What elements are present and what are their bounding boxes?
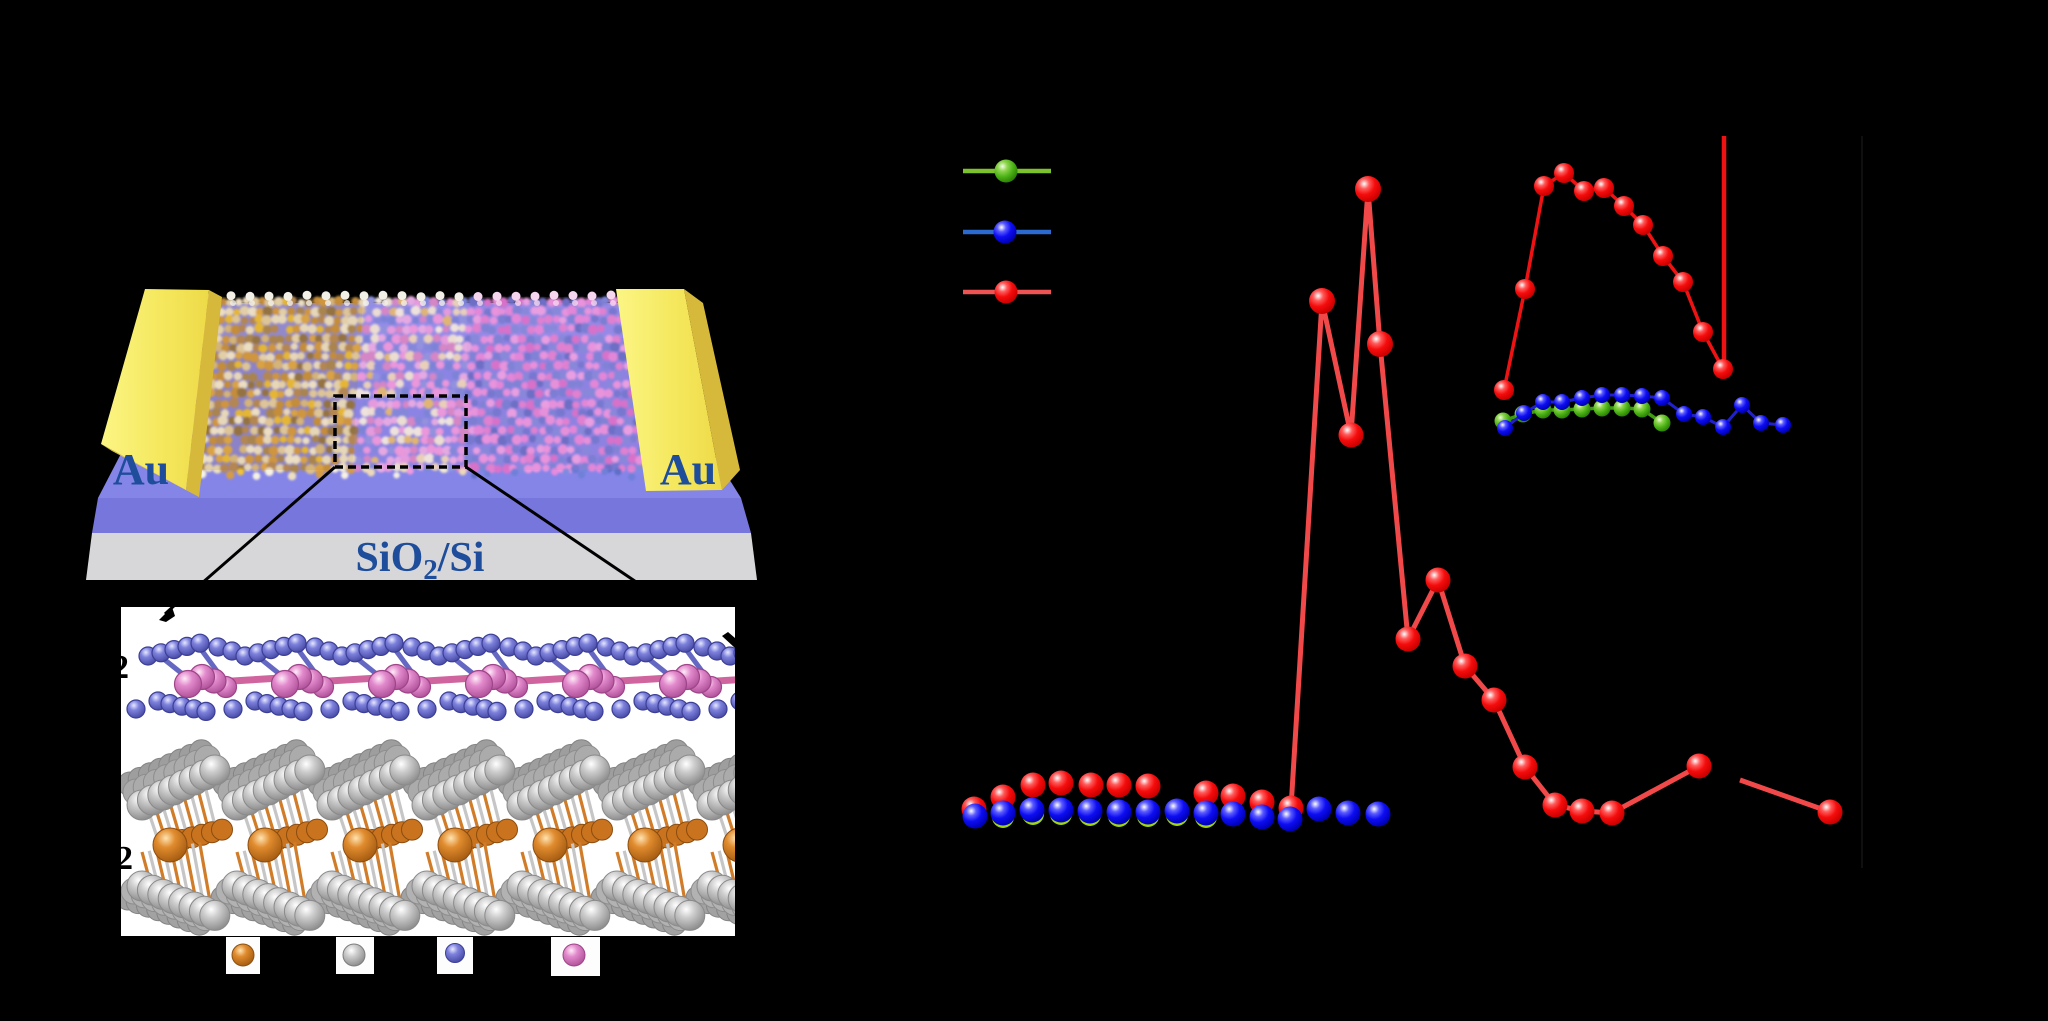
svg-text:2: 2 <box>116 840 133 877</box>
svg-text:Au: Au <box>660 445 716 494</box>
svg-text:Au: Au <box>113 445 169 494</box>
svg-text:SiO2/Si: SiO2/Si <box>356 535 485 586</box>
svg-text:2: 2 <box>112 649 129 686</box>
